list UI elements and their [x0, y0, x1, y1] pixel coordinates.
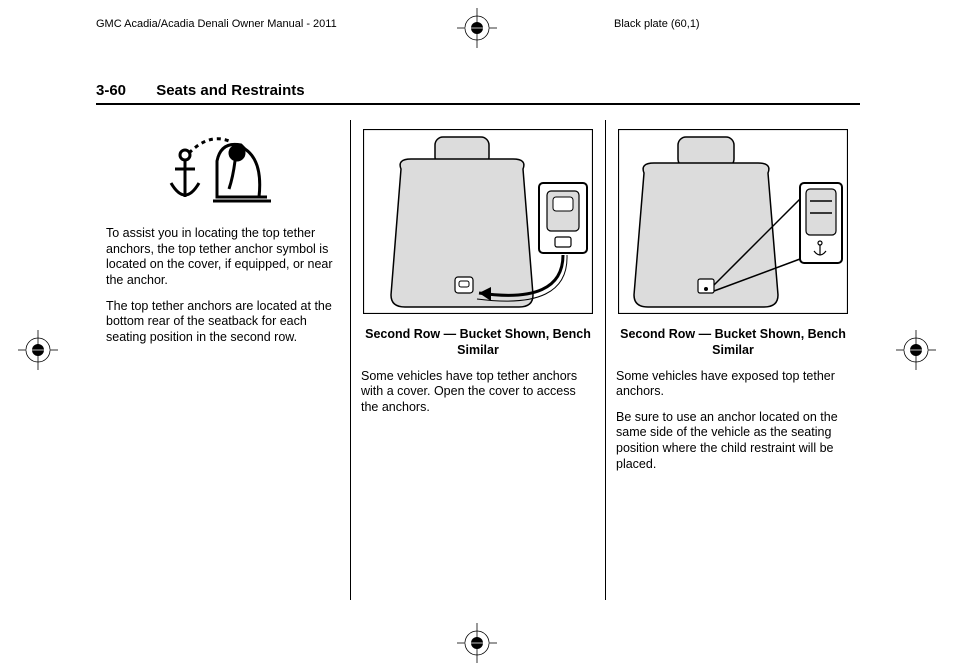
- col3-paragraph-2: Be sure to use an anchor located on the …: [616, 410, 850, 473]
- tether-anchor-symbol-figure: [106, 126, 340, 216]
- column-3: Second Row — Bucket Shown, Bench Similar…: [606, 120, 860, 600]
- crop-mark-bottom-icon: [457, 623, 497, 663]
- section-title: Seats and Restraints: [156, 82, 304, 99]
- seat-exposed-illustration: [618, 129, 848, 314]
- plate-label: Black plate (60,1): [614, 18, 700, 30]
- content-columns: To assist you in locating the top tether…: [96, 120, 860, 600]
- crop-mark-right-icon: [896, 330, 936, 370]
- col3-paragraph-1: Some vehicles have exposed top tether an…: [616, 369, 850, 400]
- col2-caption: Second Row — Bucket Shown, Bench Similar: [361, 326, 595, 359]
- col1-paragraph-1: To assist you in locating the top tether…: [106, 226, 340, 289]
- seat-exposed-figure: [616, 126, 850, 316]
- crop-mark-top-icon: [457, 8, 497, 48]
- column-2: Second Row — Bucket Shown, Bench Similar…: [351, 120, 606, 600]
- manual-title: GMC Acadia/Acadia Denali Owner Manual - …: [96, 18, 337, 30]
- seat-with-cover-illustration: [363, 129, 593, 314]
- col2-paragraph-1: Some vehicles have top tether anchors wi…: [361, 369, 595, 416]
- crop-mark-left-icon: [18, 330, 58, 370]
- column-1: To assist you in locating the top tether…: [96, 120, 351, 600]
- col1-paragraph-2: The top tether anchors are located at th…: [106, 299, 340, 346]
- col3-caption: Second Row — Bucket Shown, Bench Similar: [616, 326, 850, 359]
- section-header: 3-60 Seats and Restraints: [96, 82, 860, 105]
- tether-anchor-icon: [163, 131, 283, 211]
- page-code: 3-60: [96, 82, 126, 99]
- seat-cover-figure: [361, 126, 595, 316]
